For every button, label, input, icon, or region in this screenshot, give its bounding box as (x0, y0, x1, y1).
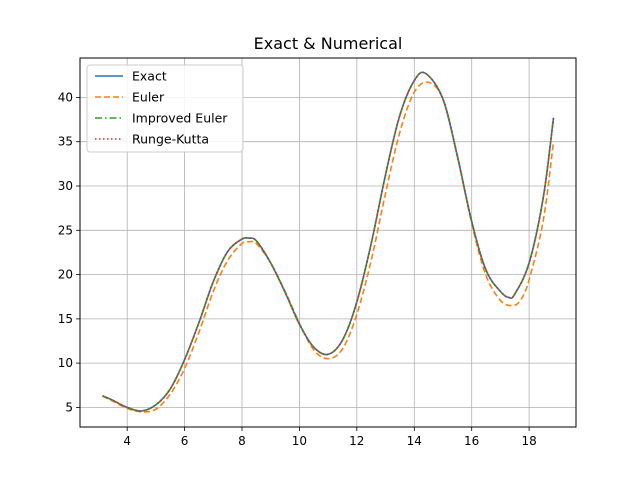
legend: Exact Euler Improved Euler Runge-Kutta (86, 64, 244, 153)
x-tick-label: 4 (123, 434, 131, 448)
legend-label-euler: Euler (132, 90, 165, 105)
y-tick-label: 5 (65, 400, 73, 414)
legend-label-runge-kutta: Runge-Kutta (132, 132, 209, 147)
y-tick-label: 40 (58, 90, 73, 104)
series-line-euler (102, 81, 555, 413)
y-tick-label: 20 (58, 268, 73, 282)
axis-ticks: 4 6 8 10 12 14 16 18 5 10 15 20 25 30 35 40 (58, 90, 537, 448)
x-tick-label: 6 (181, 434, 189, 448)
legend-label-improved-euler: Improved Euler (132, 111, 228, 126)
series-line-runge-kutta (102, 71, 555, 412)
x-tick-label: 10 (292, 434, 307, 448)
y-tick-label: 25 (58, 223, 73, 237)
legend-label-exact: Exact (132, 69, 167, 84)
y-tick-label: 15 (58, 312, 73, 326)
x-tick-label: 18 (521, 434, 536, 448)
legend-box (86, 64, 244, 153)
chart-title: Exact & Numerical (254, 34, 403, 53)
x-tick-label: 14 (407, 434, 422, 448)
y-tick-label: 10 (58, 356, 73, 370)
y-tick-label: 30 (58, 179, 73, 193)
plot-frame (79, 57, 577, 428)
x-tick-label: 16 (464, 434, 479, 448)
x-tick-label: 12 (349, 434, 364, 448)
y-tick-label: 35 (58, 135, 73, 149)
x-tick-label: 8 (238, 434, 246, 448)
plot-lines (102, 71, 555, 413)
